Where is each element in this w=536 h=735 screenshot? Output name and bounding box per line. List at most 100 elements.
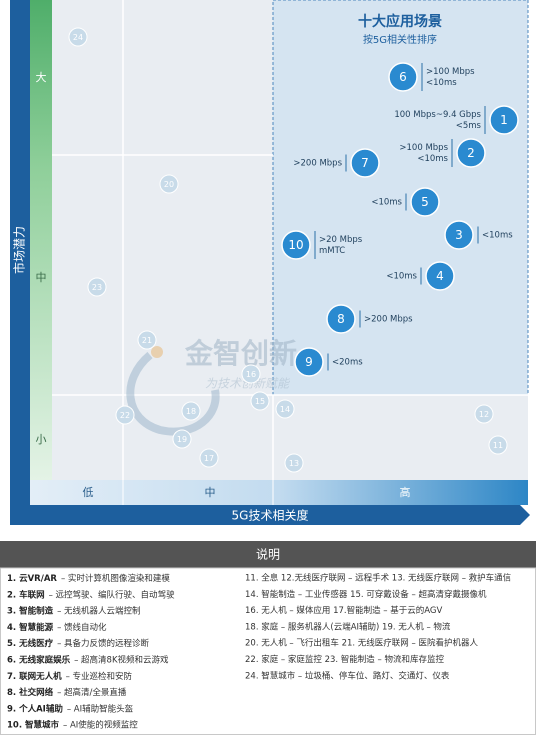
- legend-item-name: 6. 无线家庭娱乐: [7, 654, 71, 665]
- legend: 1. 云VR/AR – 实时计算机图像渲染和建模 2. 车联网 – 远控驾驶、编队行驶…: [7, 573, 512, 731]
- annotation: <10ms: [426, 78, 457, 88]
- annotation: >200 Mbps: [293, 159, 342, 169]
- major-node-label: 7: [361, 156, 369, 170]
- minor-node-label: 14: [280, 405, 290, 414]
- minor-node: [68, 27, 88, 47]
- x-level: 中: [205, 486, 216, 499]
- legend-item-name: 9. 个人AI辅助: [7, 703, 63, 714]
- legend-item-desc: – 超高清/全景直播: [57, 687, 127, 698]
- minor-node-label: 23: [92, 283, 102, 292]
- y-level: 中: [36, 271, 47, 284]
- legend-item-desc: – 馈线自动化: [57, 621, 107, 632]
- minor-node-label: 13: [289, 459, 299, 468]
- minor-node-label: 16: [246, 370, 256, 379]
- annotation: >100 Mbps: [426, 67, 475, 77]
- major-node-label: 4: [436, 269, 444, 283]
- major-node: [326, 304, 356, 334]
- watermark-logo: [126, 351, 220, 436]
- box-title: 十大应用场景: [358, 13, 442, 30]
- minor-node: [87, 277, 107, 297]
- legend-item: 5. 无线医疗 – 具备力反馈的远程诊断: [7, 638, 150, 649]
- minor-node-label: 11: [493, 441, 503, 450]
- legend-item: 20. 无人机 – 飞行出租车 21. 无线医疗联网 – 医院看护机器人: [245, 638, 478, 649]
- legend-header: [0, 541, 536, 568]
- legend-item: 3. 智能制造 – 无线机器人云端控制: [7, 605, 141, 616]
- minor-node-label: 17: [204, 454, 214, 463]
- legend-item: 14. 智能制造 – 工业传感器 15. 可穿戴设备 – 超高清穿戴摄像机: [245, 589, 487, 600]
- major-node: [350, 148, 380, 178]
- box-subtitle: 按5G相关性排序: [363, 33, 437, 46]
- major-node-label: 2: [467, 146, 475, 160]
- major-node-label: 6: [399, 70, 407, 84]
- minor-node-label: 20: [164, 180, 174, 189]
- legend-item-name: 1. 云VR/AR: [7, 574, 57, 584]
- minor-node: [474, 404, 494, 424]
- minor-node-label: 19: [177, 435, 187, 444]
- legend-item-name: 3. 智能制造: [7, 605, 54, 616]
- x-level-band: [30, 480, 528, 505]
- major-node: [489, 105, 519, 135]
- minor-node-label: 12: [479, 410, 489, 419]
- major-node: [456, 138, 486, 168]
- y-level-band: [30, 0, 52, 480]
- major-node: [444, 220, 474, 250]
- annotation: mMTC: [319, 246, 345, 256]
- watermark-brand: 金智创新: [184, 337, 297, 370]
- watermark-slogan: 为技术创新赋能: [205, 377, 291, 391]
- minor-node: [159, 174, 179, 194]
- minor-node: [250, 391, 270, 411]
- annotation: >20 Mbps: [319, 235, 363, 245]
- x-axis-band: [10, 505, 530, 525]
- x-level: 高: [400, 485, 411, 499]
- minor-node: [241, 364, 261, 384]
- minor-node: [181, 401, 201, 421]
- minor-node-label: 18: [186, 407, 196, 416]
- annotation: >100 Mbps: [399, 143, 448, 153]
- legend-item: 4. 智慧能源 – 馈线自动化: [7, 621, 107, 632]
- legend-item: 10. 智慧城市 – AI使能的视频监控: [7, 719, 138, 730]
- legend-item-desc: – AI辅助智能头盔: [67, 703, 134, 714]
- legend-item-name: 10. 智慧城市: [7, 719, 60, 730]
- legend-box: [0, 567, 536, 735]
- annotation: <20ms: [332, 358, 363, 368]
- legend-item: 16. 无人机 – 媒体应用 17.智能制造 – 基于云的AGV: [245, 605, 443, 616]
- major-node: [410, 187, 440, 217]
- legend-item-name: 4. 智慧能源: [7, 621, 54, 632]
- legend-item-desc: – AI使能的视频监控: [63, 719, 138, 730]
- annotation: >200 Mbps: [364, 315, 413, 325]
- minor-node-label: 24: [73, 33, 83, 42]
- minor-node: [115, 405, 135, 425]
- y-level: 大: [36, 70, 47, 84]
- annotation: <10ms: [482, 231, 513, 241]
- major-node-label: 8: [337, 312, 345, 326]
- legend-item-name: 7. 联网无人机: [7, 670, 62, 681]
- minor-node: [488, 435, 508, 455]
- major-node-label: 3: [455, 228, 463, 242]
- minor-node: [137, 330, 157, 350]
- legend-item-name: 8. 社交网络: [7, 687, 54, 698]
- major-node: [425, 261, 455, 291]
- major-node-label: 1: [500, 113, 508, 127]
- legend-item-name: 5. 无线医疗: [7, 638, 54, 649]
- legend-item: 6. 无线家庭娱乐 – 超高清8K视频和云游戏: [7, 654, 169, 665]
- legend-item: 8. 社交网络 – 超高清/全景直播: [7, 687, 127, 698]
- minor-node: [284, 453, 304, 473]
- major-node: [281, 230, 311, 260]
- legend-item: 18. 家庭 – 服务机器人(云端AI辅助) 19. 无人机 – 物流: [245, 621, 451, 632]
- minor-node: [172, 429, 192, 449]
- legend-item-desc: – 远控驾驶、编队行驶、自动驾驶: [49, 589, 175, 600]
- major-node: [388, 62, 418, 92]
- legend-title: 说明: [256, 547, 280, 562]
- minor-node-label: 21: [142, 336, 152, 345]
- annotation: <10ms: [417, 154, 448, 164]
- legend-item: 1. 云VR/AR – 实时计算机图像渲染和建模: [7, 573, 170, 584]
- minor-node-label: 15: [255, 397, 265, 406]
- annotation: <10ms: [371, 198, 402, 208]
- annotation: <10ms: [386, 272, 417, 282]
- legend-item: 11. 全息 12.无线医疗联网 – 远程手术 13. 无线医疗联网 – 救护车…: [245, 573, 512, 584]
- legend-item-desc: – 具备力反馈的远程诊断: [57, 638, 149, 649]
- legend-item: 22. 家庭 – 家庭监控 23. 智能制造 – 物流和库存监控: [245, 654, 444, 665]
- watermark-dot: [151, 346, 163, 358]
